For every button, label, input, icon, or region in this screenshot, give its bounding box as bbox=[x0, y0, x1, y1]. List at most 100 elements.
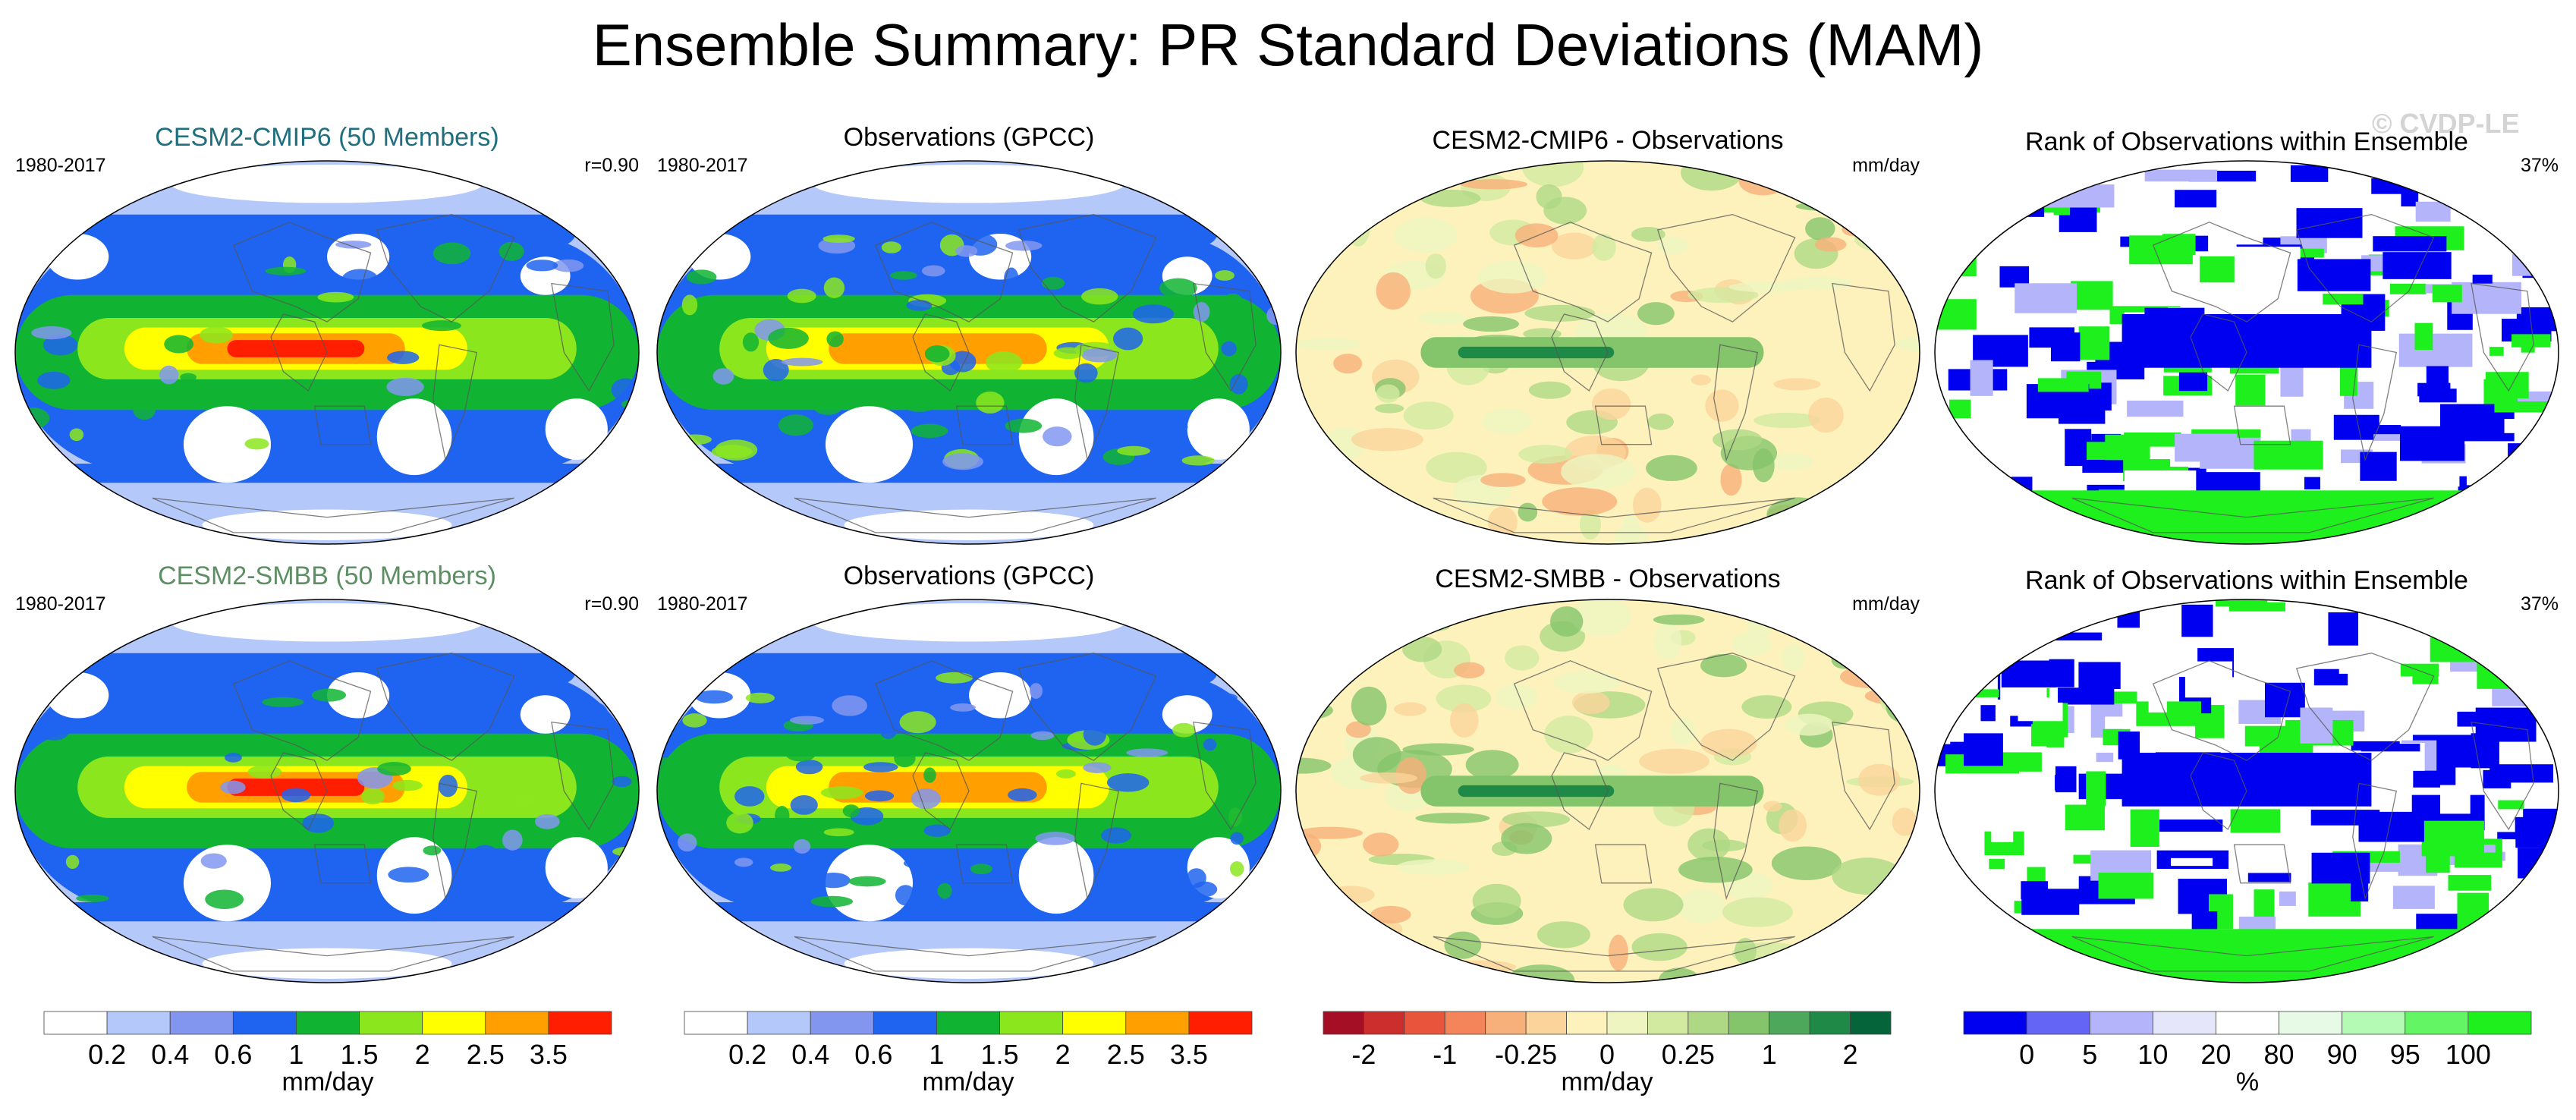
coastline bbox=[1074, 782, 1120, 901]
colorbar-swatch bbox=[485, 1011, 549, 1035]
coastline bbox=[376, 214, 515, 322]
map-outline bbox=[1934, 599, 2559, 983]
map-outline bbox=[14, 160, 640, 545]
coastline bbox=[955, 844, 1014, 884]
panel-annotation: r=0.90 bbox=[584, 593, 639, 615]
colorbar-tick-label: 90 bbox=[2326, 1039, 2357, 1070]
coastline bbox=[1513, 222, 1653, 322]
colorbar-tick-label: 2 bbox=[414, 1039, 430, 1070]
coastline bbox=[1594, 844, 1653, 884]
coastline bbox=[313, 405, 372, 445]
map-outline bbox=[656, 160, 1282, 545]
colorbar-swatch bbox=[422, 1011, 486, 1035]
colorbar-units-label: mm/day bbox=[922, 1068, 1014, 1096]
colorbar-swatch bbox=[2152, 1011, 2216, 1035]
panel-annotation: r=0.90 bbox=[584, 155, 639, 176]
colorbar-tick-label: 2 bbox=[1842, 1039, 1858, 1070]
colorbar-tick-label: 20 bbox=[2200, 1039, 2232, 1070]
map-outline bbox=[656, 599, 1282, 983]
coastline bbox=[2352, 782, 2398, 901]
r1c4-map bbox=[1934, 160, 2559, 545]
colorbar-units-label: % bbox=[2235, 1068, 2260, 1096]
colorbar-tick-label: 0 bbox=[2019, 1039, 2035, 1070]
colorbar-tick-label: 2 bbox=[1055, 1039, 1071, 1070]
panel-title: Rank of Observations within Ensemble bbox=[2025, 566, 2468, 595]
coastline bbox=[152, 936, 514, 972]
colorbar-swatch bbox=[1323, 1011, 1364, 1035]
coastline bbox=[2471, 282, 2534, 392]
coastline bbox=[1713, 344, 1759, 462]
colorbar-tick-label: 0 bbox=[1599, 1039, 1615, 1070]
coastline bbox=[376, 653, 515, 761]
coastline bbox=[912, 313, 970, 392]
coastline bbox=[2190, 313, 2247, 392]
r2c4-map bbox=[1934, 599, 2559, 983]
colorbar-tick-label: 0.2 bbox=[728, 1039, 767, 1070]
coastline bbox=[794, 497, 1156, 533]
colorbar-swatch bbox=[1728, 1011, 1770, 1035]
colorbar-tick-label: 1 bbox=[288, 1039, 304, 1070]
colorbar-tick-label: 1 bbox=[1761, 1039, 1777, 1070]
colorbar-units-label: mm/day bbox=[282, 1068, 374, 1096]
colorbar-rank bbox=[1963, 1011, 2532, 1035]
coastline bbox=[2233, 844, 2291, 884]
colorbar-swatch bbox=[106, 1011, 171, 1035]
colorbar-swatch bbox=[999, 1011, 1064, 1035]
coastline bbox=[874, 222, 1014, 322]
coastline bbox=[874, 660, 1014, 761]
coastline bbox=[1551, 752, 1609, 831]
coastline bbox=[1713, 782, 1759, 901]
colorbar-swatch bbox=[1769, 1011, 1810, 1035]
colorbar-sd2 bbox=[684, 1011, 1253, 1035]
colorbar-tick-label: 10 bbox=[2137, 1039, 2169, 1070]
colorbar-swatch bbox=[2279, 1011, 2343, 1035]
panel-title: Observations (GPCC) bbox=[843, 562, 1095, 590]
coastline bbox=[432, 782, 478, 901]
colorbar-units-label: mm/day bbox=[1561, 1068, 1653, 1096]
colorbar-swatch bbox=[1444, 1011, 1486, 1035]
colorbar-swatch bbox=[2467, 1011, 2532, 1035]
colorbar-tick-label: 100 bbox=[2445, 1039, 2491, 1070]
r1c3-map bbox=[1295, 160, 1920, 545]
coastline bbox=[1832, 282, 1895, 392]
map-outline bbox=[1295, 599, 1920, 983]
coastline bbox=[1433, 497, 1795, 533]
colorbar-tick-label: 5 bbox=[2082, 1039, 2098, 1070]
coastline bbox=[2152, 660, 2291, 761]
colorbar-tick-label: -0.25 bbox=[1495, 1039, 1558, 1070]
colorbar-swatch bbox=[747, 1011, 811, 1035]
colorbar-swatch bbox=[169, 1011, 234, 1035]
coastline bbox=[955, 405, 1014, 445]
map-outline bbox=[1295, 160, 1920, 545]
colorbar-tick-label: 0.6 bbox=[214, 1039, 253, 1070]
colorbar-tick-label: 0.4 bbox=[151, 1039, 190, 1070]
coastline bbox=[2471, 721, 2534, 831]
colorbar-tick-label: -1 bbox=[1433, 1039, 1458, 1070]
colorbar-tick-label: 1.5 bbox=[980, 1039, 1019, 1070]
coastline bbox=[2295, 653, 2435, 761]
coastline bbox=[1656, 214, 1796, 322]
r2c2-map bbox=[656, 599, 1282, 983]
panel-title: CESM2-SMBB (50 Members) bbox=[158, 562, 496, 590]
panel-period: 1980-2017 bbox=[15, 593, 106, 615]
colorbar-tick-label: 2.5 bbox=[466, 1039, 505, 1070]
coastline bbox=[1513, 660, 1653, 761]
colorbar-swatch bbox=[1485, 1011, 1527, 1035]
coastline bbox=[1193, 282, 1257, 392]
panel-title: Observations (GPCC) bbox=[843, 123, 1095, 152]
coastline bbox=[2352, 344, 2398, 462]
colorbar-tick-label: 0.4 bbox=[791, 1039, 830, 1070]
colorbar-swatch bbox=[1606, 1011, 1648, 1035]
coastline bbox=[1594, 405, 1653, 445]
coastline bbox=[1018, 653, 1157, 761]
colorbar-swatch bbox=[296, 1011, 360, 1035]
panel-annotation: 37% bbox=[2520, 593, 2559, 615]
colorbar-swatch bbox=[232, 1011, 297, 1035]
coastline bbox=[2190, 752, 2247, 831]
colorbar-swatch bbox=[1062, 1011, 1127, 1035]
colorbar-swatch bbox=[810, 1011, 874, 1035]
colorbar-swatch bbox=[684, 1011, 748, 1035]
colorbar-swatch bbox=[43, 1011, 108, 1035]
coastline bbox=[270, 313, 328, 392]
colorbar-tick-label: 0.2 bbox=[88, 1039, 127, 1070]
